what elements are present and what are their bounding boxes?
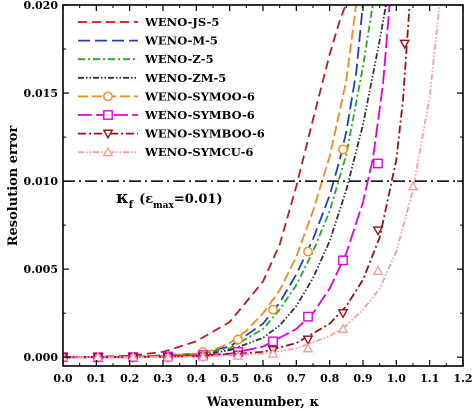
legend-label-weno-symboo-6: WENO-SYMBOO-6 — [144, 127, 265, 141]
marker-weno-symcu-6 — [267, 348, 279, 358]
x-tick-label: 0.0 — [53, 372, 72, 385]
marker-weno-symbo-6 — [373, 158, 383, 169]
marker-weno-symoo-6 — [303, 246, 313, 257]
series-line-weno-m-5 — [63, 5, 364, 359]
series-line-weno-js-5 — [63, 5, 347, 359]
y-tick-label: 0.015 — [24, 87, 58, 100]
marker-weno-symcu-6 — [232, 350, 244, 360]
marker-weno-symbo-6 — [268, 336, 278, 347]
x-tick-label: 0.8 — [320, 372, 339, 385]
marker-weno-symboo-6 — [372, 226, 384, 237]
marker-weno-symboo-6 — [302, 335, 314, 346]
marker-weno-symcu-6 — [197, 351, 209, 361]
marker-weno-symboo-6 — [337, 309, 349, 319]
x-tick-label: 0.3 — [153, 372, 172, 385]
series-line-weno-zm-5 — [63, 5, 387, 359]
marker-weno-symcu-6 — [162, 351, 174, 362]
legend-marker-weno-symcu-6 — [102, 146, 114, 157]
x-tick-label: 1.2 — [453, 372, 472, 385]
legend-label-weno-symcu-6: WENO-SYMCU-6 — [144, 145, 253, 159]
legend-label-weno-zm-5: WENO-ZM-5 — [144, 71, 226, 85]
y-axis-title: Resolution error — [6, 126, 21, 247]
marker-weno-symbo-6 — [338, 255, 348, 266]
legend-label-weno-m-5: WENO-M-5 — [144, 34, 218, 48]
x-tick-label: 0.6 — [253, 372, 272, 385]
y-tick-label: 0.005 — [24, 263, 58, 276]
legend-label-weno-symbo-6: WENO-SYMBO-6 — [144, 108, 255, 122]
marker-weno-symcu-6 — [337, 323, 349, 334]
plot-background — [63, 5, 463, 366]
marker-weno-symcu-6 — [92, 351, 104, 362]
x-tick-label: 1.0 — [387, 372, 406, 385]
x-tick-label: 0.2 — [120, 372, 139, 385]
y-tick-label: 0.010 — [24, 175, 59, 188]
marker-weno-symbo-6 — [303, 311, 313, 322]
legend-label-weno-symoo-6: WENO-SYMOO-6 — [144, 89, 255, 103]
series-line-weno-z-5 — [63, 5, 374, 359]
annotation-kappa-f: κf (εmax=0.01) — [116, 188, 223, 211]
marker-weno-symcu-6 — [302, 342, 314, 353]
x-tick-label: 0.7 — [287, 372, 306, 385]
marker-weno-symoo-6 — [233, 334, 243, 345]
x-tick-label: 1.1 — [420, 372, 439, 385]
y-tick-label: 0.000 — [24, 351, 59, 364]
legend-marker-weno-symboo-6 — [102, 129, 114, 140]
marker-weno-symoo-6 — [268, 304, 278, 315]
x-tick-label: 0.1 — [87, 372, 106, 385]
x-tick-label: 0.4 — [187, 372, 206, 385]
marker-weno-symboo-6 — [399, 39, 411, 50]
legend-marker-weno-symbo-6 — [103, 110, 113, 120]
x-axis-title: Wavenumber, κ — [206, 395, 320, 410]
legend-label-weno-js-5: WENO-JS-5 — [144, 15, 219, 29]
marker-weno-symcu-6 — [127, 351, 139, 362]
x-tick-label: 0.5 — [220, 372, 239, 385]
marker-weno-symcu-6 — [372, 265, 384, 275]
legend-marker-weno-symoo-6 — [103, 91, 113, 102]
x-tick-label: 0.9 — [353, 372, 372, 385]
marker-weno-symcu-6 — [407, 180, 419, 191]
marker-weno-symoo-6 — [338, 144, 348, 155]
y-tick-label: 0.020 — [24, 0, 59, 12]
legend-label-weno-z-5: WENO-Z-5 — [144, 52, 214, 66]
